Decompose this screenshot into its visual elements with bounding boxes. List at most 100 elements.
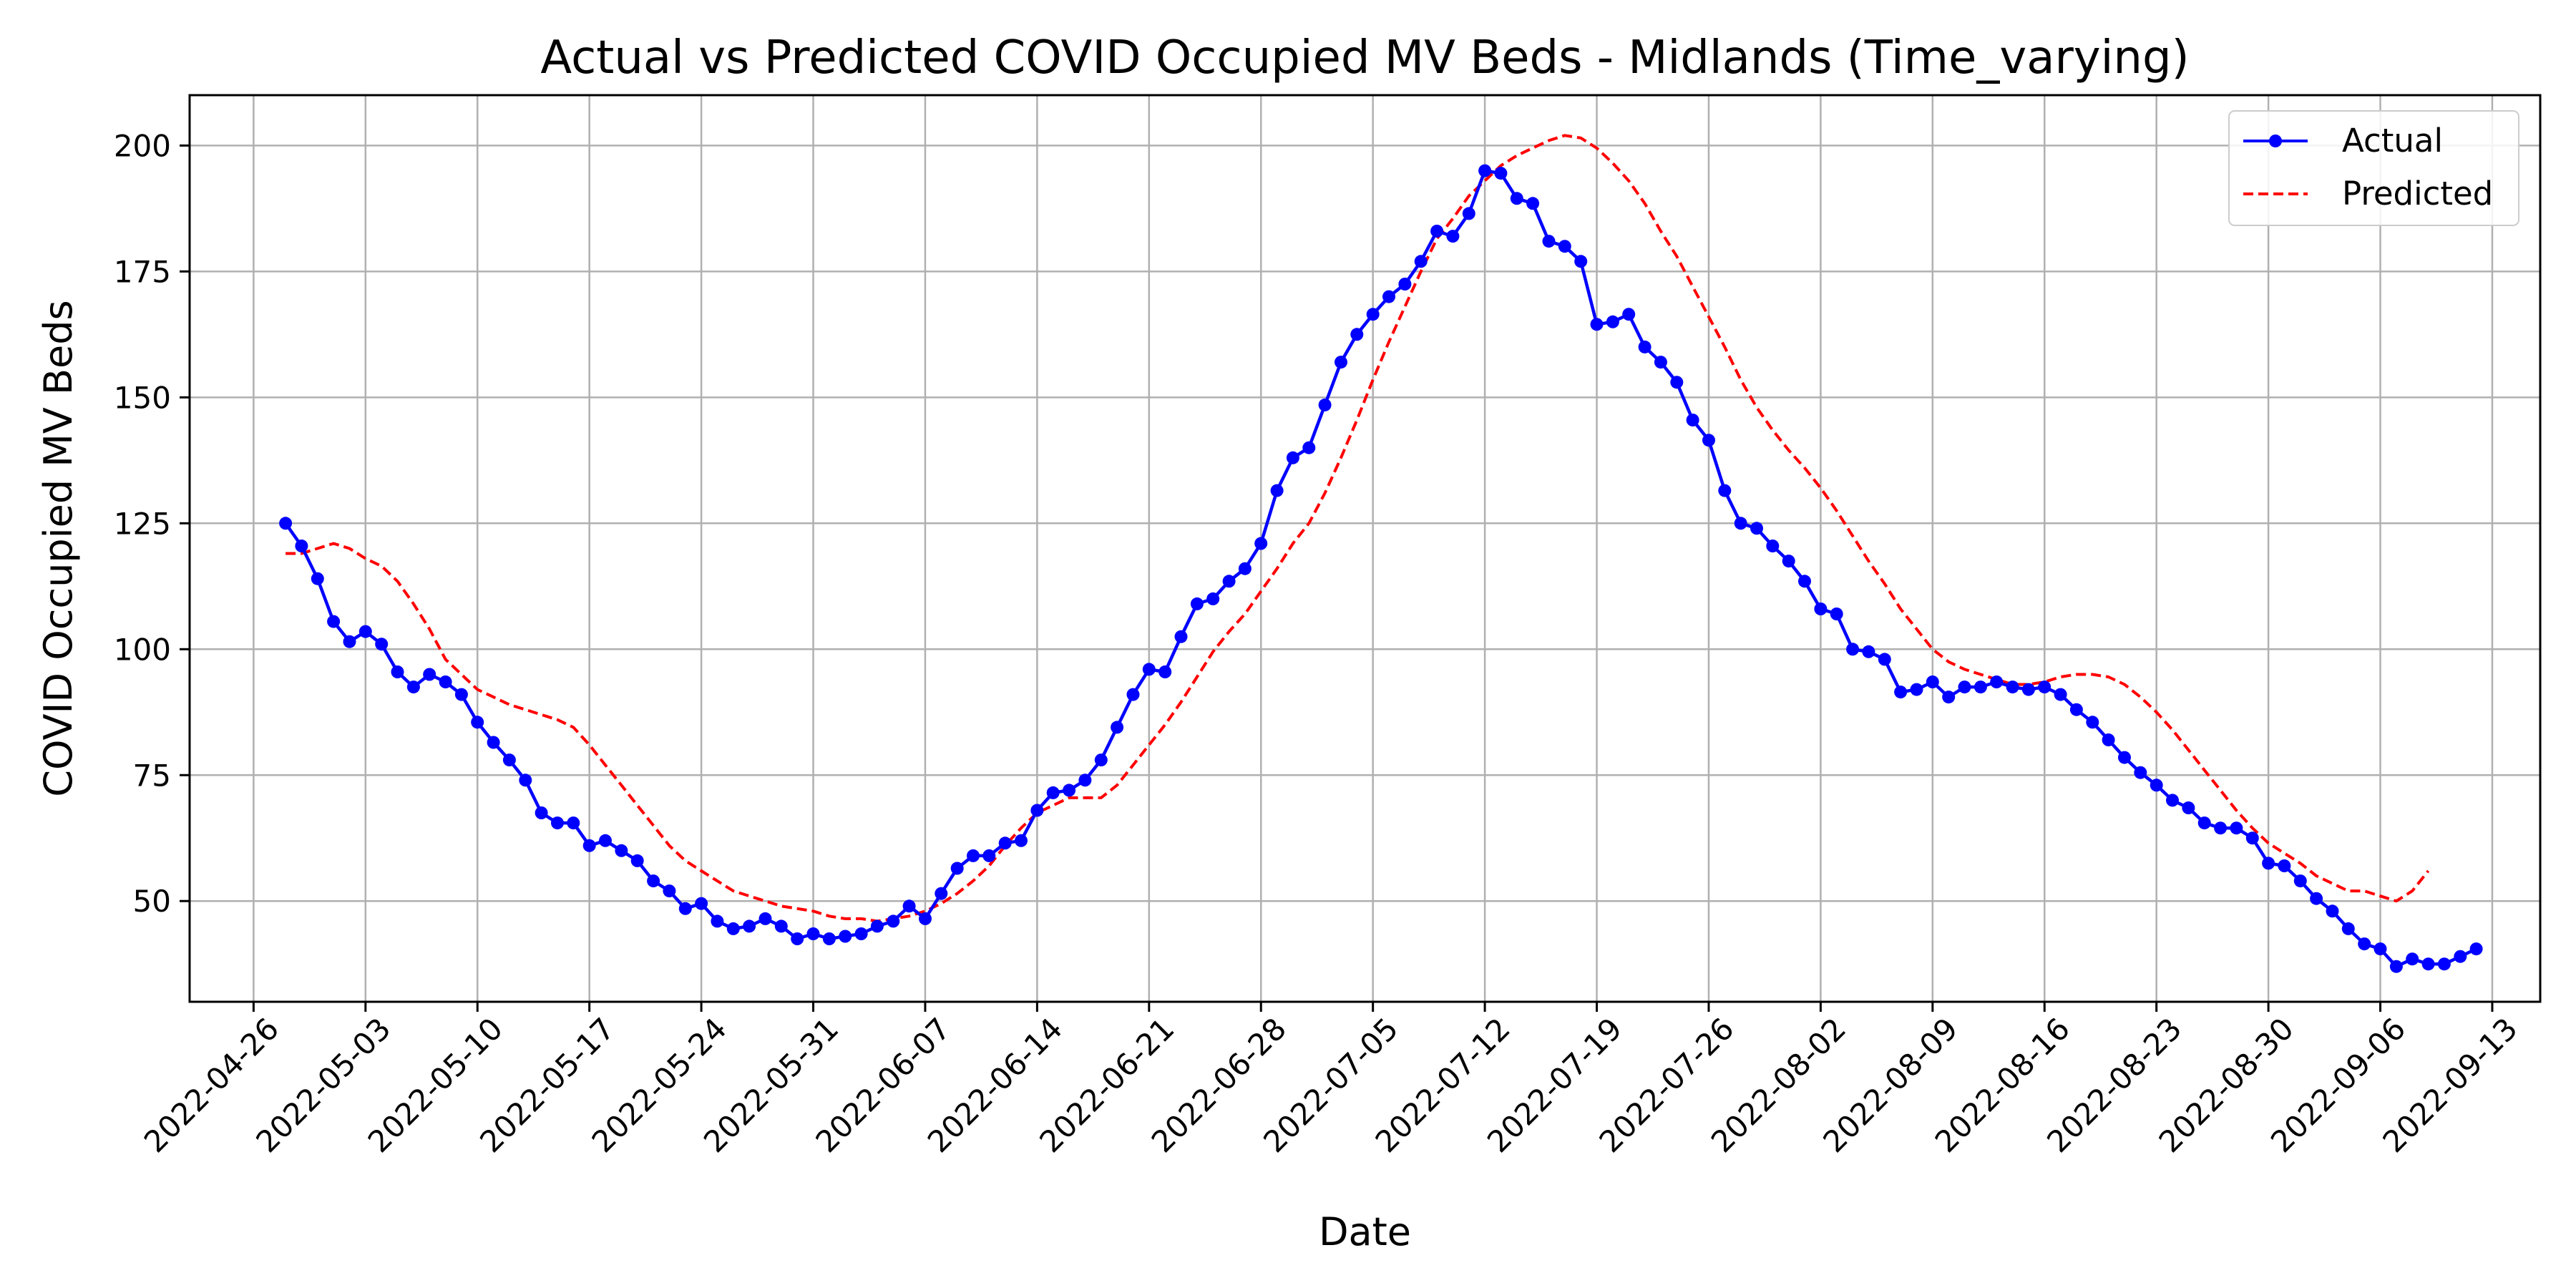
actual-data-point [2389, 960, 2403, 973]
actual-data-point [1142, 663, 1156, 676]
actual-data-point [2469, 942, 2483, 956]
actual-data-point [2054, 688, 2067, 701]
actual-data-point [1590, 318, 1604, 331]
predicted-series-line [286, 134, 2430, 923]
actual-data-point [1286, 451, 1299, 464]
actual-data-point [791, 932, 804, 945]
actual-data-point [295, 540, 308, 552]
actual-data-point [1702, 434, 1715, 447]
actual-data-point [1990, 675, 2004, 688]
y-tick-label: 100 [114, 632, 171, 667]
actual-data-point [279, 517, 293, 530]
y-tick-label: 125 [114, 506, 171, 541]
y-axis-title: COVID Occupied MV Beds [36, 300, 81, 796]
actual-data-point [582, 839, 596, 852]
actual-data-point [1094, 753, 1108, 767]
actual-data-point [2086, 716, 2099, 729]
actual-data-point [854, 927, 868, 940]
actual-data-point [2150, 779, 2163, 792]
actual-data-point [1174, 630, 1188, 643]
actual-data-point [2166, 794, 2179, 807]
actual-data-point [502, 753, 516, 767]
actual-data-point [599, 834, 612, 847]
chart-title: Actual vs Predicted COVID Occupied MV Be… [540, 31, 2189, 84]
actual-data-point [567, 816, 580, 830]
actual-data-point [1798, 575, 1811, 588]
actual-data-point [1046, 786, 1060, 799]
actual-data-point [1206, 592, 1220, 605]
actual-data-point [1574, 255, 1588, 268]
actual-data-point [471, 716, 484, 729]
actual-data-point [454, 688, 468, 701]
actual-data-point [822, 932, 836, 945]
legend-predicted-label: Predicted [2342, 175, 2493, 213]
actual-data-point [870, 919, 884, 933]
actual-data-point [2278, 859, 2291, 872]
actual-data-point [998, 836, 1012, 850]
actual-data-point [711, 914, 724, 928]
actual-data-point [2437, 957, 2451, 971]
actual-data-point [2454, 950, 2467, 963]
actual-data-point [439, 675, 452, 688]
y-tick-label: 75 [133, 758, 171, 793]
actual-data-point [2102, 733, 2115, 746]
actual-data-point [487, 736, 500, 749]
actual-data-point [1638, 340, 1652, 353]
x-axis-title: Date [1319, 1209, 1411, 1254]
actual-data-point [1382, 290, 1395, 303]
actual-data-point [1606, 315, 1619, 328]
actual-data-point [1542, 235, 1556, 248]
actual-data-point [630, 854, 644, 867]
actual-data-point [1494, 167, 1508, 180]
actual-data-point [1942, 691, 1956, 704]
actual-data-point [887, 914, 900, 928]
actual-data-point [1814, 602, 1828, 615]
actual-data-point [519, 774, 532, 787]
actual-data-point [1654, 356, 1667, 369]
actual-data-point [2197, 816, 2211, 830]
actual-data-point [919, 912, 932, 925]
actual-data-point [615, 844, 628, 857]
actual-data-point [1910, 683, 1923, 696]
actual-data-point [535, 806, 548, 819]
actual-data-point [982, 849, 996, 862]
actual-data-point [1015, 834, 1028, 847]
actual-data-point [1222, 575, 1236, 588]
y-tick-label: 50 [133, 884, 171, 919]
actual-data-point [391, 665, 404, 678]
actual-data-point [935, 887, 948, 900]
actual-data-point [2230, 821, 2243, 835]
actual-data-point [663, 884, 676, 898]
actual-data-point [1318, 398, 1332, 411]
actual-data-point [2182, 801, 2195, 814]
actual-data-point [2262, 857, 2275, 870]
actual-data-point [2069, 703, 2083, 716]
actual-data-point [1894, 686, 1908, 699]
actual-data-point [967, 849, 980, 862]
y-tick-label: 150 [114, 380, 171, 415]
actual-data-point [1926, 675, 1939, 688]
actual-data-point [902, 899, 916, 913]
actual-data-point [1030, 804, 1044, 817]
actual-data-point [1974, 680, 1987, 694]
actual-data-point [1830, 608, 1843, 620]
actual-data-point [1350, 328, 1364, 341]
actual-data-point [1111, 721, 1124, 734]
actual-data-point [1718, 484, 1732, 497]
actual-data-point [2310, 892, 2323, 905]
actual-data-point [2021, 683, 2035, 696]
actual-data-point [2358, 937, 2371, 951]
actual-data-point [1366, 308, 1380, 321]
actual-data-point [647, 874, 660, 888]
actual-data-point [839, 930, 852, 943]
actual-data-point [551, 816, 564, 830]
actual-data-point [1446, 230, 1460, 243]
actual-data-point [1558, 240, 1571, 253]
actual-data-point [2006, 680, 2019, 694]
actual-data-point [1878, 653, 1891, 666]
actual-data-point [1734, 517, 1747, 530]
actual-data-point [358, 625, 372, 638]
actual-data-point [1302, 441, 1316, 454]
actual-data-point [1782, 555, 1795, 568]
legend: Actual Predicted [2228, 110, 2519, 226]
